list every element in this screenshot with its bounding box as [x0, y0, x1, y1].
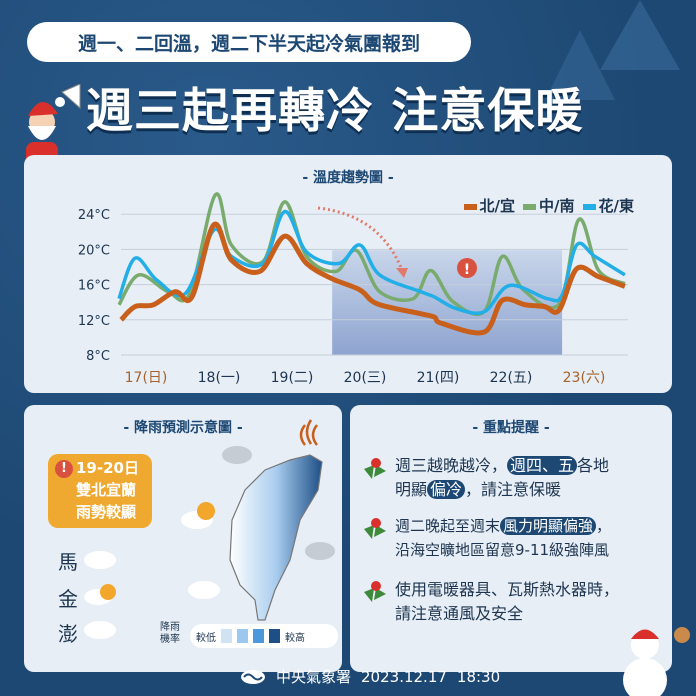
island-kinmen: 金	[58, 587, 78, 611]
x-tick-label: 18(一)	[198, 370, 241, 386]
x-tick-label: 17(日)	[125, 370, 168, 386]
legend-item: 中/南	[523, 195, 575, 216]
issue-date: 2023.12.17	[361, 667, 447, 686]
reminder-item: 週三越晚越冷， 週四、五 各地 明顯 偏冷 ，請注意保暖	[395, 456, 610, 499]
x-tick-label: 21(四)	[417, 370, 460, 386]
arrow-head	[396, 268, 408, 278]
legend-item: 北/宜	[463, 195, 515, 216]
reminders-title: - 重點提醒 -	[472, 420, 550, 436]
y-tick-label: 12°C	[78, 314, 110, 329]
chart-title: - 溫度趨勢圖 -	[302, 170, 394, 186]
exclamation-icon	[457, 258, 477, 278]
snowman-illustration	[623, 627, 690, 696]
page-title: 週三起再轉冷 注意保暖	[86, 84, 584, 139]
island-matsu: 馬	[58, 550, 78, 574]
temperature-line-chart: 8°C 12°C 16°C 20°C 24°C 17(日) 18(一) 19(二) 20(三) 2…	[78, 192, 628, 386]
y-tick-label: 16°C	[78, 279, 110, 294]
y-tick-label: 24°C	[78, 208, 110, 223]
cooling-trend-arrow	[317, 206, 404, 271]
holly-icon	[364, 518, 386, 539]
legend-item: 花/東	[582, 195, 634, 216]
x-tick-label: 22(五)	[490, 370, 533, 386]
exclamation-icon: !	[55, 460, 73, 478]
agency-name: 中央氣象署	[276, 668, 352, 686]
reminder-item: 週二晚起至週末 風力明顯偏強，沿海空曠地區留意9-11級強陣風	[395, 517, 612, 559]
x-tick-label: 23(六)	[563, 370, 606, 386]
holly-icon	[364, 581, 386, 602]
footer: 中央氣象署 2023.12.17 18:30	[240, 666, 500, 687]
reminder-item: 使用電暖器具、瓦斯熱水器時， 請注意通風及安全	[395, 580, 620, 623]
rain-title: - 降雨預測示意圖 -	[123, 420, 243, 436]
rain-warning-box: ! 19-20日 雙北宜蘭 雨勢較顯	[48, 454, 152, 528]
chart-legend: 北/宜 中/南 花/東	[463, 195, 634, 216]
cwa-logo-icon	[241, 669, 265, 684]
series-line-1	[119, 221, 626, 336]
x-tick-label: 20(三)	[344, 370, 387, 386]
island-penghu: 澎	[58, 622, 78, 646]
x-tick-label: 19(二)	[271, 370, 314, 386]
key-reminders-panel: - 重點提醒 -	[350, 405, 672, 672]
subtitle-pill: 週一、二回溫，週二下半天起冷氣團報到	[27, 22, 471, 62]
y-tick-label: 8°C	[86, 349, 110, 364]
rain-legend-label: 降雨 機率	[160, 622, 180, 645]
y-tick-label: 20°C	[78, 243, 110, 258]
issue-time: 18:30	[456, 667, 501, 686]
holly-icon	[364, 458, 386, 479]
rain-probability-scale: 較低 較高	[190, 624, 338, 648]
exclamation-mark: !	[464, 262, 470, 278]
snowy-trees-decoration	[545, 0, 680, 100]
